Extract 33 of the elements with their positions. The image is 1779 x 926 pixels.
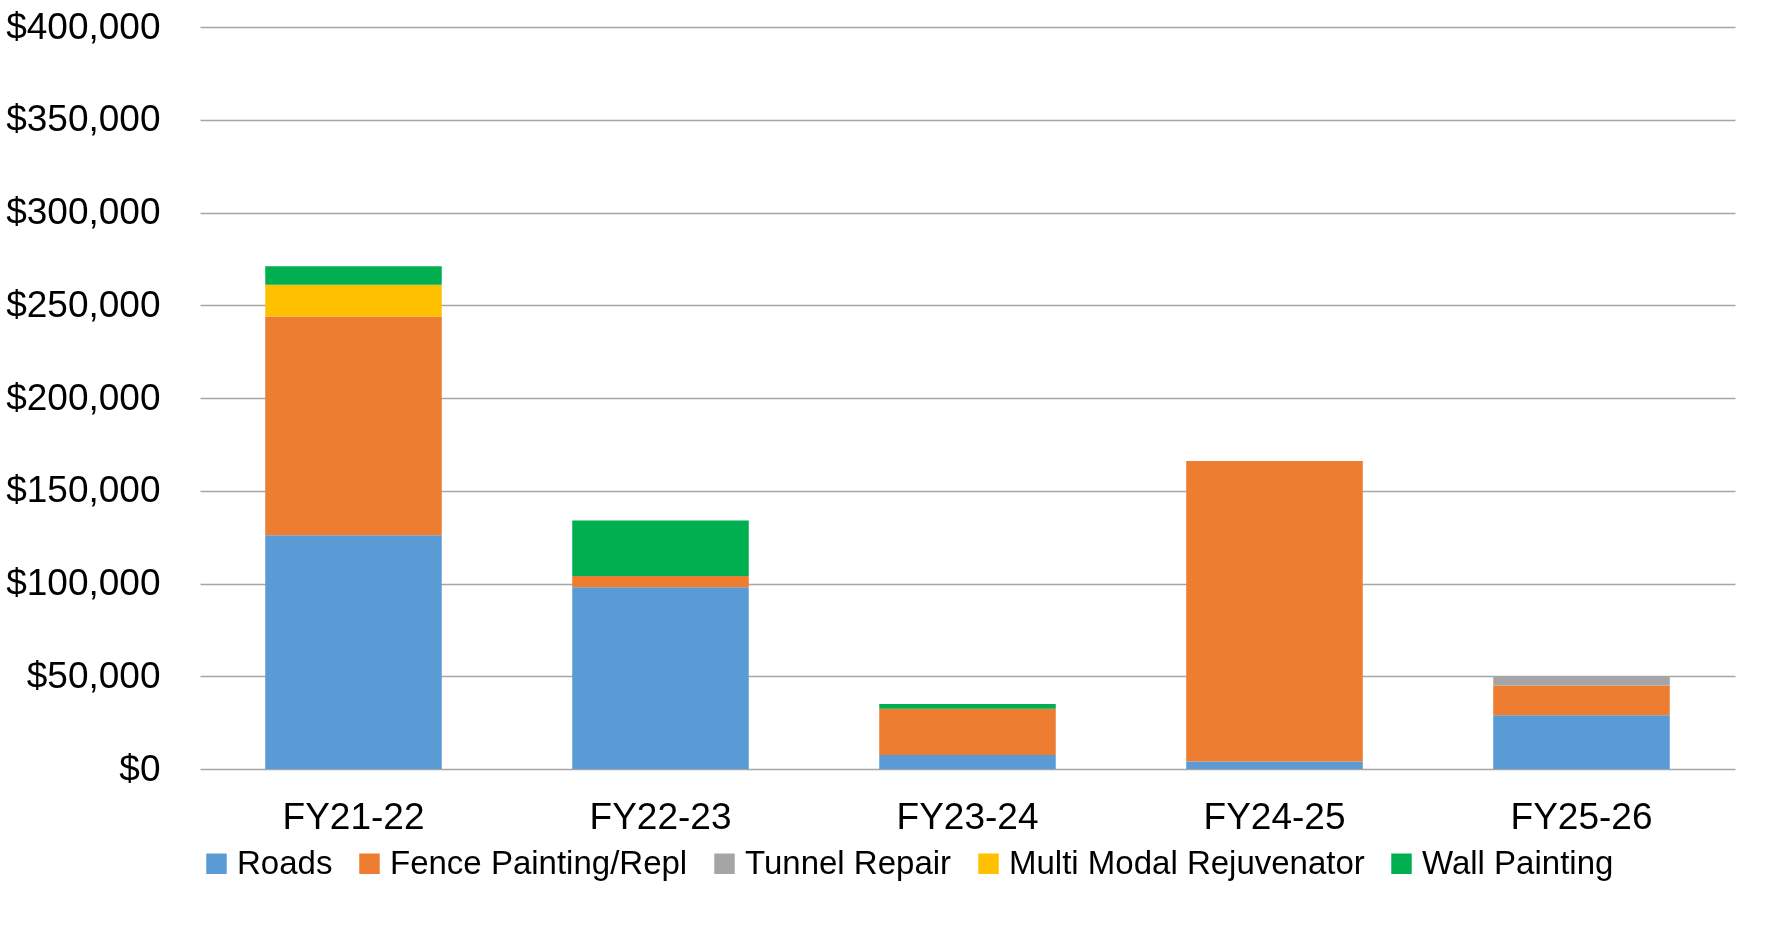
bar bbox=[1186, 761, 1363, 769]
x-tick-label: FY22-23 bbox=[589, 795, 732, 837]
legend-label: Wall Painting bbox=[1422, 843, 1614, 881]
bar bbox=[879, 708, 1056, 756]
x-tick-label: FY24-25 bbox=[1203, 795, 1346, 837]
x-tick-label: FY25-26 bbox=[1510, 795, 1653, 837]
y-tick-label: $100,000 bbox=[6, 562, 161, 603]
bar bbox=[265, 316, 442, 536]
bar bbox=[879, 704, 1056, 709]
legend-label: Fence Painting/Repl bbox=[390, 843, 688, 881]
bar bbox=[572, 576, 749, 588]
legend-label: Tunnel Repair bbox=[745, 843, 952, 881]
bar bbox=[572, 520, 749, 577]
x-tick-label: FY21-22 bbox=[282, 795, 425, 837]
bar bbox=[265, 266, 442, 285]
y-tick-label: $50,000 bbox=[26, 654, 161, 696]
x-tick-label: FY23-24 bbox=[896, 795, 1039, 837]
bar bbox=[1493, 685, 1670, 716]
bar bbox=[1186, 461, 1363, 762]
y-tick-label: $400,000 bbox=[6, 5, 161, 47]
bar bbox=[1493, 715, 1670, 769]
y-tick-label: $200,000 bbox=[6, 376, 161, 418]
y-tick-label: $300,000 bbox=[6, 191, 161, 232]
y-tick-label: $150,000 bbox=[6, 469, 161, 511]
bar bbox=[265, 535, 442, 769]
y-tick-label: $250,000 bbox=[6, 283, 161, 325]
bar bbox=[265, 284, 442, 317]
bar bbox=[572, 587, 749, 769]
legend-label: Roads bbox=[237, 843, 333, 881]
y-tick-label: $0 bbox=[119, 747, 161, 789]
legend-label: Multi Modal Rejuvenator bbox=[1009, 843, 1365, 881]
bar bbox=[879, 755, 1056, 769]
y-tick-label: $350,000 bbox=[6, 98, 161, 140]
